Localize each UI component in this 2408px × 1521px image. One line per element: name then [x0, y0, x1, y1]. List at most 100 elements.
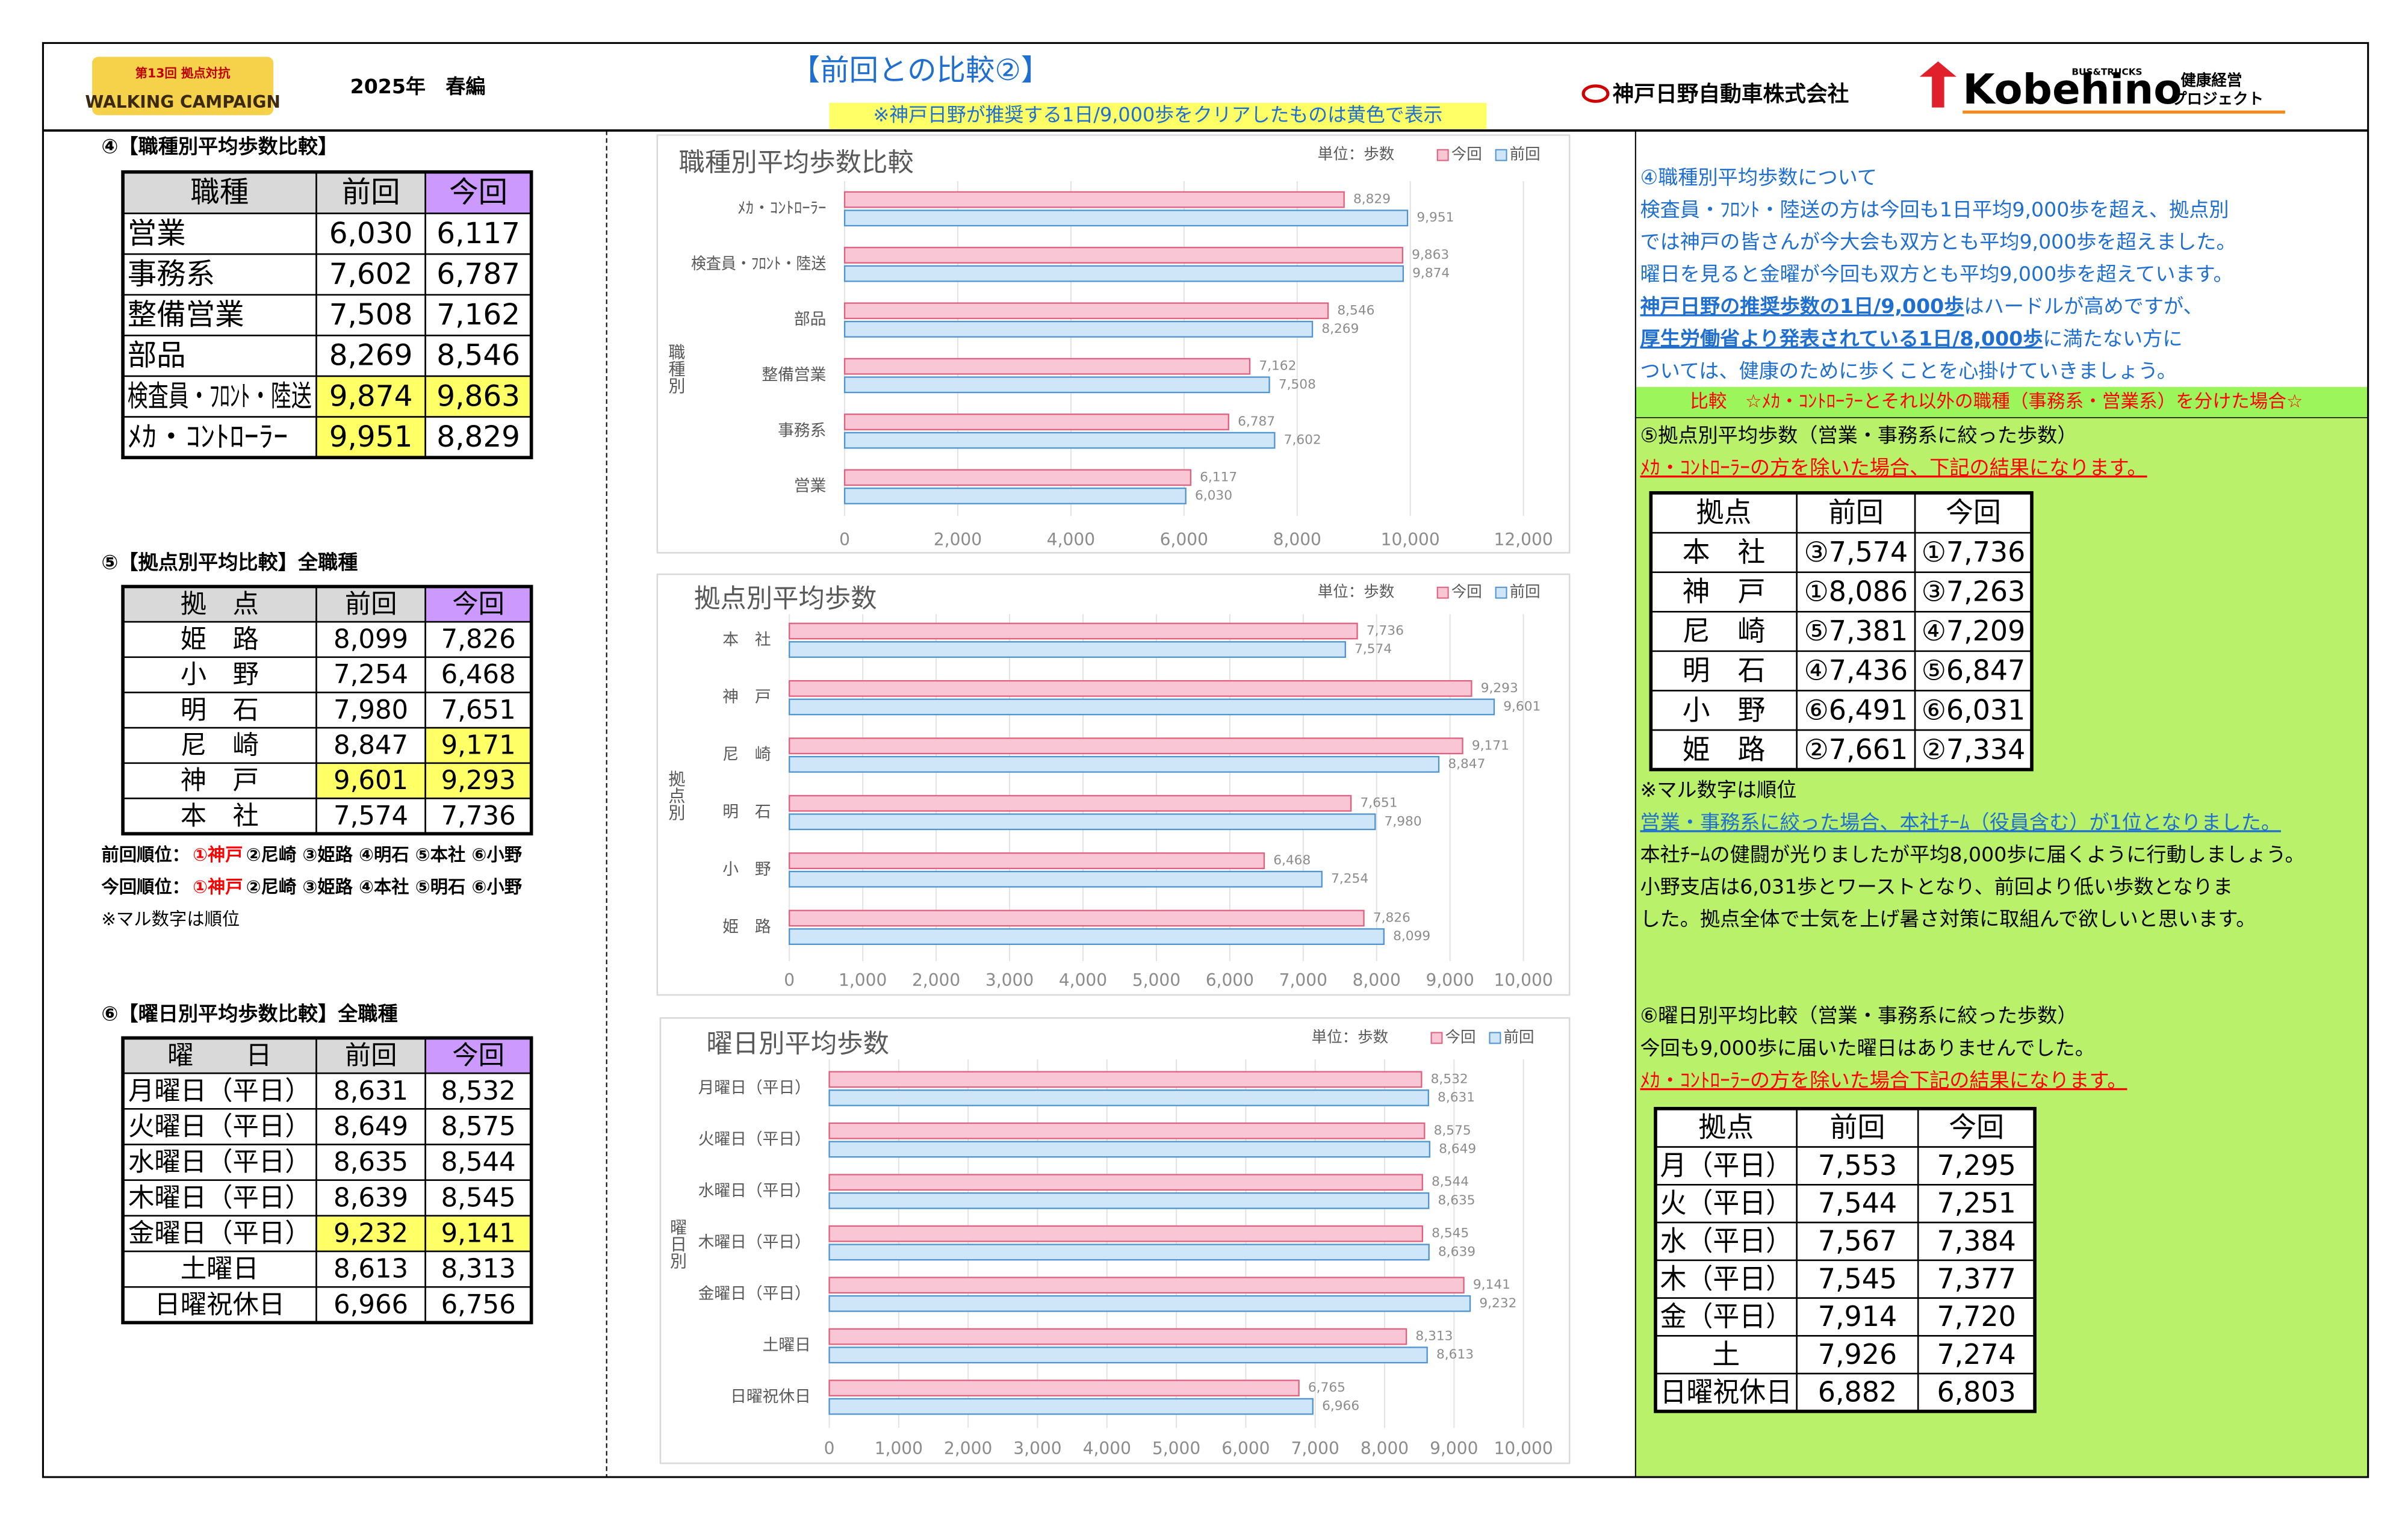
cell-value: 7,544: [1818, 1187, 1897, 1219]
table-cell: [424, 253, 532, 296]
legend-label: 前回: [1510, 583, 1541, 601]
text-segment: 小野支店は6,031歩とワーストとなり、前回より低い歩数となりま: [1640, 875, 2233, 898]
cell-value: 7,651: [441, 695, 516, 725]
cell-value: 8,546: [436, 339, 520, 373]
unit-label: 単位：歩数: [1318, 583, 1395, 601]
cell-value: 7,254: [334, 660, 408, 690]
column-header: 今回: [452, 1041, 504, 1071]
table-cell: [424, 1144, 532, 1181]
text-segment: 曜日を見ると金曜が今回も双方とも平均9,000歩を超えています。: [1640, 262, 2233, 285]
table-cell: [1917, 1259, 2036, 1299]
row-label: 火（平日）: [1660, 1187, 1792, 1219]
category-label: 土曜日: [763, 1336, 811, 1354]
text-line: 神戸日野の推奨歩数の1日/9,000歩はハードルが高めですが、: [1640, 294, 2203, 318]
table-cell: [315, 1179, 426, 1217]
bar: [828, 1346, 1428, 1364]
x-tick-label: 2,000: [944, 1439, 992, 1458]
company-mark: [1581, 84, 1610, 103]
bar: [828, 1089, 1429, 1106]
cell-value: 9,874: [329, 379, 413, 413]
table-cell: [1914, 690, 2033, 731]
cell-value: 7,720: [1937, 1300, 2015, 1333]
value-label: 7,602: [1284, 433, 1321, 448]
cell-value: 6,882: [1818, 1376, 1897, 1408]
row-label: 水（平日）: [1660, 1225, 1792, 1257]
value-label: 9,141: [1473, 1277, 1510, 1292]
cell-value: 7,377: [1937, 1262, 2015, 1295]
cell-value: 6,966: [334, 1290, 408, 1320]
row-label: 尼 崎: [181, 731, 259, 761]
cell-value: 8,635: [334, 1147, 408, 1177]
table-frame: [121, 584, 533, 835]
text-segment: 前回順位：: [101, 844, 190, 864]
column-header: 今回: [1946, 496, 2001, 528]
cell-value: 8,847: [334, 731, 408, 761]
row-label: 尼 崎: [1683, 615, 1766, 647]
value-label: 8,635: [1438, 1193, 1476, 1208]
cell-value: 7,980: [334, 695, 408, 725]
page-title: 【前回との比較②】: [791, 54, 1050, 87]
row-label: 月曜日（平日）: [128, 1076, 311, 1106]
cell-value: 7,567: [1818, 1225, 1897, 1257]
cell-value: 9,293: [441, 766, 516, 796]
cell-value: ⑥6,491: [1804, 693, 1908, 726]
y-axis-label: 曜日別: [667, 1218, 687, 1269]
bar: [828, 1192, 1430, 1209]
bar: [843, 358, 1251, 375]
text-segment: 営業・事務系に絞った場合、本社ﾁｰﾑ（役員含む）が1位となりました。: [1640, 810, 2281, 834]
chart-title: 拠点別平均歩数: [694, 584, 877, 614]
bar: [789, 622, 1358, 640]
table-cell: [1796, 1335, 1919, 1375]
row-label: 本 社: [1683, 536, 1766, 568]
text-segment: では神戸の皆さんが今大会も双方とも平均9,000歩を超えました。: [1640, 230, 2236, 253]
cell-value: ①7,736: [1922, 536, 2026, 568]
cell-value: 7,162: [436, 298, 520, 332]
value-label: 8,546: [1337, 303, 1374, 318]
row-label: 本 社: [181, 801, 259, 831]
cell-value: 9,951: [329, 420, 413, 454]
table-cell: [315, 294, 426, 336]
cell-value: 8,631: [334, 1076, 408, 1106]
bar: [789, 680, 1472, 697]
row-label: ﾒｶ・ｺﾝﾄﾛｰﾗｰ: [128, 420, 288, 454]
x-tick-label: 8,000: [1361, 1439, 1409, 1458]
bar: [789, 870, 1323, 888]
cell-value: 8,544: [441, 1147, 516, 1177]
brand-small: BUS&TRUCKS: [2071, 66, 2142, 77]
text-segment: ④職種別平均歩数について: [1640, 165, 1876, 188]
row-label: 小 野: [1683, 693, 1766, 726]
value-label: 9,863: [1412, 247, 1449, 262]
x-tick-label: 9,000: [1426, 970, 1474, 990]
value-label: 8,613: [1436, 1347, 1474, 1362]
value-label: 6,765: [1308, 1380, 1345, 1395]
text-line: ﾒｶ・ｺﾝﾄﾛｰﾗｰの方を除いた場合下記の結果になります。: [1640, 1068, 2127, 1091]
cell-value: 7,736: [441, 801, 516, 831]
cell-value: 8,099: [334, 625, 408, 655]
cell-value: ④7,436: [1804, 654, 1908, 687]
value-label: 8,532: [1431, 1071, 1468, 1086]
table-cell: [1796, 729, 1916, 770]
chart-title: 曜日別平均歩数: [706, 1029, 889, 1059]
column-header: 職種: [190, 176, 249, 209]
banner-background: [1635, 386, 2368, 418]
bar: [789, 755, 1440, 773]
column-header: 前回: [1830, 1111, 1885, 1144]
value-label: 8,631: [1438, 1090, 1475, 1105]
bar: [789, 641, 1346, 658]
logo-top: 第13回 拠点対抗: [135, 66, 231, 80]
cell-value: 8,639: [334, 1183, 408, 1213]
category-label: 姫 路: [722, 917, 771, 936]
value-label: 6,468: [1273, 853, 1311, 868]
x-tick-label: 9,000: [1430, 1439, 1478, 1458]
text-segment: した。拠点全体で士気を上げ暑さ対策に取組んで欲しいと思います。: [1640, 907, 2256, 931]
bar: [843, 414, 1229, 430]
value-label: 7,980: [1385, 814, 1422, 829]
text-line: 曜日を見ると金曜が今回も双方とも平均9,000歩を超えています。: [1640, 262, 2233, 285]
category-label: 部品: [794, 310, 827, 329]
column-header: 前回: [1828, 496, 1884, 528]
category-label: 木曜日（平日）: [698, 1233, 811, 1252]
value-label: 9,951: [1417, 210, 1454, 225]
x-tick-label: 5,000: [1132, 970, 1181, 990]
legend-swatch: [1489, 1032, 1501, 1044]
column-header: 前回: [345, 589, 397, 619]
